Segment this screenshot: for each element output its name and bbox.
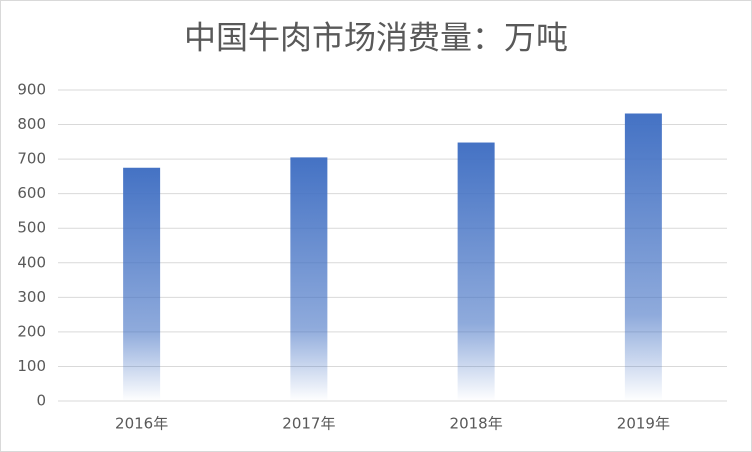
x-tick-label: 2017年 [282, 415, 335, 433]
y-tick-label: 400 [17, 253, 46, 271]
bar [123, 167, 161, 401]
y-tick-label: 500 [17, 219, 46, 237]
y-tick-label: 900 [17, 81, 46, 99]
bar [624, 113, 662, 402]
bar [457, 142, 495, 401]
x-tick-label: 2018年 [450, 415, 503, 433]
y-tick-label: 700 [17, 150, 46, 168]
y-tick-label: 200 [17, 322, 46, 340]
y-tick-label: 800 [17, 115, 46, 133]
y-tick-label: 600 [17, 184, 46, 202]
chart-title: 中国牛肉市场消费量：万吨 [184, 19, 568, 57]
y-tick-label: 0 [36, 392, 46, 410]
x-tick-label: 2016年 [115, 415, 168, 433]
y-tick-label: 300 [17, 288, 46, 306]
y-tick-label: 100 [17, 357, 46, 375]
bar [290, 157, 328, 401]
x-tick-label: 2019年 [617, 415, 670, 433]
